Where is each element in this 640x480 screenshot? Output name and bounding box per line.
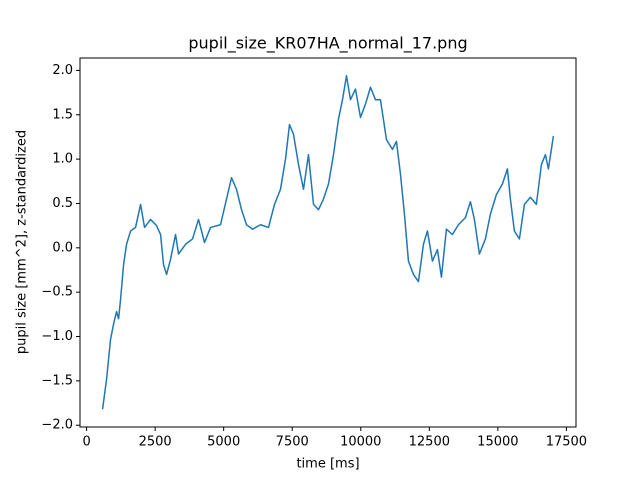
x-tick-label: 2500 <box>139 435 172 450</box>
y-tick-label: −1.0 <box>41 329 73 344</box>
y-tick-label: −0.5 <box>41 285 73 300</box>
y-tick-label: 2.0 <box>52 63 73 78</box>
x-tick-label: 7500 <box>276 435 309 450</box>
x-tick-label: 10000 <box>340 435 381 450</box>
chart-title: pupil_size_KR07HA_normal_17.png <box>188 34 467 54</box>
y-tick-label: −2.0 <box>41 418 73 433</box>
y-tick-label: −1.5 <box>41 373 73 388</box>
data-line <box>101 74 555 410</box>
x-tick-label: 5000 <box>207 435 240 450</box>
x-tick-label: 17500 <box>546 435 587 450</box>
y-axis-label: pupil size [mm^2], z-standardized <box>15 130 30 354</box>
y-tick-label: 0.5 <box>52 196 73 211</box>
y-tick-label: 1.5 <box>52 107 73 122</box>
x-tick-label: 15000 <box>477 435 518 450</box>
x-tick-label: 12500 <box>409 435 450 450</box>
x-tick-label: 0 <box>82 435 90 450</box>
plot-frame <box>79 57 577 428</box>
x-axis-label: time [ms] <box>296 457 359 472</box>
y-tick-label: 1.0 <box>52 152 73 167</box>
y-tick-label: 0.0 <box>52 240 73 255</box>
